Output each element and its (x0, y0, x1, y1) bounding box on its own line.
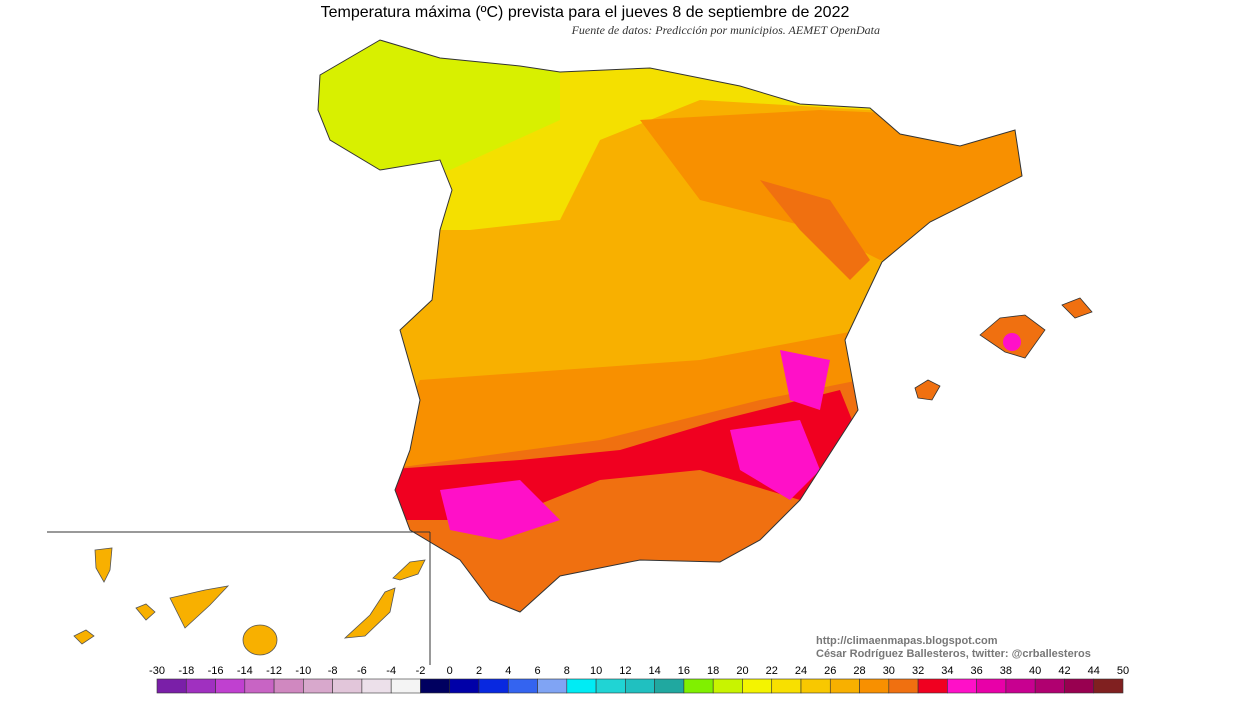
colorbar-box (1093, 678, 1124, 694)
colorbar-box (273, 678, 304, 694)
colorbar-box (1005, 678, 1036, 694)
colorbar-box (537, 678, 568, 694)
credit-author: César Rodríguez Ballesteros, twitter: @c… (816, 648, 1091, 660)
colorbar-box (332, 678, 363, 694)
colorbar-tick-label: 12 (619, 665, 631, 677)
peninsula (318, 40, 1022, 612)
colorbar-tick-label: 30 (883, 665, 895, 677)
map-title: Temperatura máxima (ºC) prevista para el… (321, 4, 850, 21)
colorbar-box (800, 678, 831, 694)
colorbar-tick-label: 10 (590, 665, 602, 677)
colorbar-tick-label: 40 (1029, 665, 1041, 677)
colorbar-tick-label: 16 (678, 665, 690, 677)
colorbar-box (507, 678, 538, 694)
colorbar-tick-label: -10 (295, 665, 311, 677)
colorbar-tick-label: -16 (208, 665, 224, 677)
colorbar-tick-label: 22 (766, 665, 778, 677)
colorbar-tick-label: 18 (707, 665, 719, 677)
colorbar-box (654, 678, 685, 694)
colorbar-box (390, 678, 421, 694)
colorbar-tick-label: -18 (178, 665, 194, 677)
colorbar-box (683, 678, 714, 694)
colorbar-box (829, 678, 860, 694)
colorbar-box (420, 678, 451, 694)
colorbar-box (1034, 678, 1065, 694)
colorbar-box (976, 678, 1007, 694)
colorbar-tick-label: -14 (237, 665, 253, 677)
colorbar-box (303, 678, 333, 694)
colorbar-box (595, 678, 626, 694)
colorbar-tick-label: -30 (149, 665, 165, 677)
colorbar-tick-label: -12 (266, 665, 282, 677)
colorbar-box (244, 678, 275, 694)
colorbar-tick-label: -4 (386, 665, 396, 677)
credit-link[interactable]: http://climaenmapas.blogspot.com (816, 635, 998, 647)
colorbar-box (185, 678, 216, 694)
colorbar-tick-label: 44 (1088, 665, 1100, 677)
colorbar-tick-label: 32 (912, 665, 924, 677)
canary-islands (73, 547, 426, 656)
ibiza (914, 379, 941, 401)
colorbar-box (859, 678, 890, 694)
colorbar-box (478, 678, 509, 694)
colorbar-box (771, 678, 802, 694)
colorbar-tick-label: -2 (416, 665, 426, 677)
map-subtitle: Fuente de datos: Predicción por municipi… (571, 23, 880, 37)
colorbar-tick-label: 28 (853, 665, 865, 677)
colorbar-tick-label: 14 (649, 665, 661, 677)
colorbar-box (566, 678, 597, 694)
colorbar-box (712, 678, 743, 694)
colorbar-box (742, 678, 773, 694)
colorbar-box (156, 678, 187, 694)
colorbar-tick-label: 36 (971, 665, 983, 677)
coastline (317, 39, 1023, 613)
colorbar-box (917, 678, 948, 694)
colorbar-tick-label: -8 (328, 665, 338, 677)
colorbar-tick-label: -6 (357, 665, 367, 677)
colorbar-box (1064, 678, 1095, 694)
colorbar-tick-label: 24 (795, 665, 807, 677)
menorca (1061, 297, 1093, 319)
colorbar-tick-label: 0 (447, 665, 453, 677)
colorbar-tick-label: 4 (505, 665, 511, 677)
colorbar-tick-label: 8 (564, 665, 570, 677)
colorbar-tick-label: 50 (1117, 665, 1129, 677)
colorbar-box (449, 678, 480, 694)
colorbar-tick-label: 38 (1000, 665, 1012, 677)
colorbar-tick-label: 20 (736, 665, 748, 677)
colorbar-tick-label: 6 (534, 665, 540, 677)
colorbar-box (625, 678, 655, 694)
colorbar-box (361, 678, 392, 694)
colorbar-tick-label: 26 (824, 665, 836, 677)
colorbar-tick-label: 34 (941, 665, 953, 677)
colorbar-box (215, 678, 246, 694)
colorbar-tick-label: 42 (1058, 665, 1070, 677)
colorbar: -30 -18 -16 -14 -12 -10 -8 -6 -4 -2 0 2 4 6 8 10 12 14 16 1… (149, 665, 1129, 694)
mallorca-hot (1003, 333, 1021, 351)
colorbar-box (888, 678, 919, 694)
colorbar-box (947, 678, 977, 694)
colorbar-tick-label: 2 (476, 665, 482, 677)
